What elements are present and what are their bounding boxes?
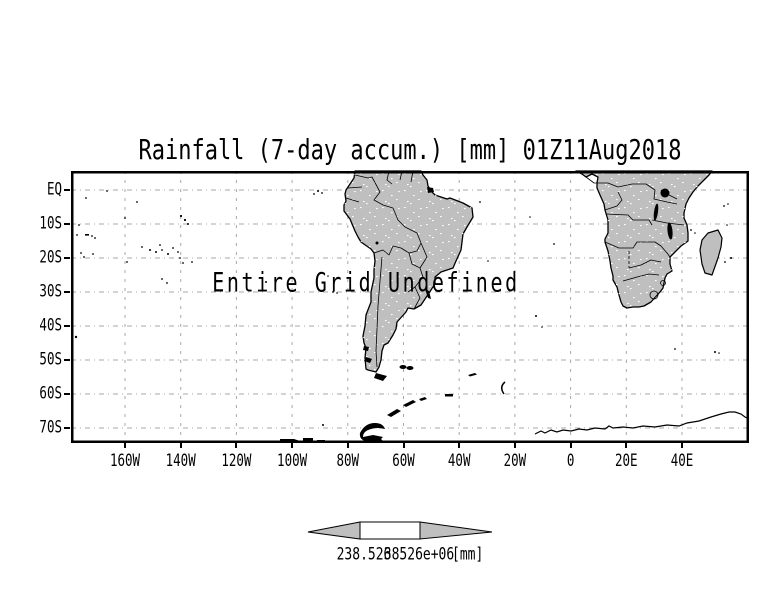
- madagascar: [699, 229, 723, 276]
- x-axis-tick: [179, 443, 182, 448]
- ocean-islands: [71, 190, 732, 354]
- x-axis-label: 100W: [277, 450, 308, 471]
- plot-title: Rainfall (7-day accum.) [mm] 01Z11Aug201…: [138, 135, 682, 167]
- map-svg: [71, 170, 750, 443]
- y-axis-label: 70S: [39, 416, 62, 437]
- colorbar-unit-label: [mm]: [452, 545, 484, 565]
- y-axis-label: 30S: [39, 280, 62, 301]
- x-axis-tick: [625, 443, 628, 448]
- grid-undefined-message: Entire Grid Undefined: [212, 266, 520, 299]
- y-axis-tick: [64, 189, 70, 191]
- y-axis-label: 20S: [39, 246, 62, 267]
- x-axis-tick: [569, 443, 572, 448]
- y-axis-label: 60S: [39, 382, 62, 403]
- y-axis-tick: [64, 427, 70, 429]
- x-axis-label: 60W: [392, 450, 415, 471]
- colorbar-right-label: 38526e+06: [383, 545, 455, 565]
- x-axis-label: 40E: [670, 450, 694, 471]
- y-axis-label: EQ: [46, 178, 62, 199]
- y-axis-tick: [64, 325, 70, 327]
- africa: [575, 170, 713, 309]
- x-axis-tick: [291, 443, 294, 448]
- x-axis-tick: [681, 443, 683, 448]
- x-axis-tick: [235, 443, 238, 448]
- south-america-details: [363, 187, 434, 381]
- x-axis-label: 20E: [615, 450, 638, 471]
- colorbar: [307, 521, 493, 540]
- x-axis-tick: [513, 443, 516, 448]
- y-axis-label: 10S: [39, 212, 62, 233]
- y-axis-tick: [64, 223, 70, 225]
- africa-lakes: [653, 188, 673, 240]
- x-axis-label: 20W: [503, 450, 527, 471]
- y-axis-label: 50S: [39, 348, 62, 369]
- colorbar-right-arrow: [419, 521, 493, 540]
- x-axis-label: 80W: [336, 450, 360, 471]
- x-axis-tick: [124, 443, 126, 448]
- south-america-borders: [345, 170, 428, 368]
- colorbar-left-arrow: [307, 521, 361, 540]
- x-axis-label: 160W: [109, 450, 141, 471]
- colorbar-mid-segment: [359, 521, 421, 540]
- x-axis-tick: [458, 443, 461, 448]
- y-axis-tick: [64, 359, 70, 361]
- x-axis-label: 140W: [165, 450, 196, 471]
- antarctic-peninsula-islands: [280, 365, 506, 443]
- x-axis-tick: [346, 443, 349, 448]
- south-america: [343, 170, 474, 381]
- antarctica-coastline: [534, 411, 750, 435]
- x-axis-label: 0: [566, 450, 575, 471]
- x-axis-tick: [402, 443, 405, 448]
- y-axis-tick: [64, 393, 70, 395]
- africa-borders: [585, 176, 685, 300]
- x-axis-label: 120W: [221, 450, 252, 471]
- y-axis-tick: [64, 257, 70, 259]
- map-frame-border: [71, 171, 749, 443]
- y-axis-tick: [64, 291, 70, 293]
- x-axis-label: 40W: [447, 450, 471, 471]
- colorbar-left-label: 238.526: [336, 545, 392, 565]
- y-axis-label: 40S: [39, 314, 62, 335]
